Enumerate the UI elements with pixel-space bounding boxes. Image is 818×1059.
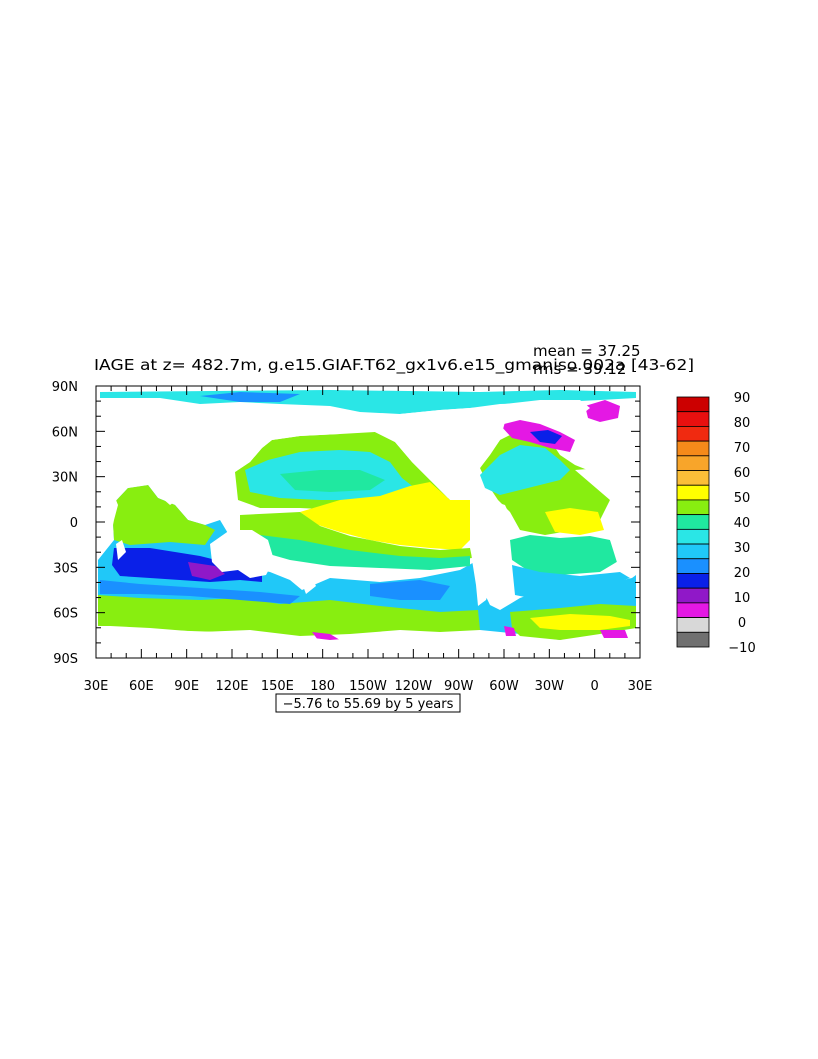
rms-label: rms = 39.12 (533, 360, 626, 378)
colorbar-swatch (676, 587, 710, 604)
y-tick-label: 30N (52, 471, 78, 486)
x-tick-label: 90E (174, 679, 199, 694)
x-tick-label: 150W (349, 679, 387, 694)
land-north-america (360, 406, 505, 498)
colorbar-swatch (676, 617, 710, 633)
colorbar-label: 20 (734, 566, 751, 581)
x-axis-labels: 30E 60E 90E 120E 150E 180 150W 120W 90W 60W 30W 0 30… (84, 679, 653, 694)
colorbar-swatch (676, 631, 710, 648)
colorbar-swatch (676, 573, 710, 589)
land-south-america (470, 500, 512, 606)
y-tick-label: 0 (70, 516, 78, 531)
colorbar-swatch (676, 440, 710, 457)
x-tick-label: 30W (535, 679, 565, 694)
x-tick-label: 180 (310, 679, 335, 694)
colorbar-label: 90 (734, 391, 751, 406)
atlantic-yellow (545, 508, 604, 535)
colorbar-swatch (676, 411, 710, 427)
land-new-zealand (300, 574, 316, 594)
x-tick-label: 60W (489, 679, 519, 694)
colorbar-label: 10 (734, 591, 751, 606)
south-pacific-blue (370, 580, 450, 600)
indian-green (112, 485, 215, 545)
x-tick-label: 120E (215, 679, 248, 694)
axis-ticks (95, 385, 641, 659)
colorbar-label: 50 (734, 491, 751, 506)
indian-south-blue (100, 580, 300, 604)
colorbar-label: 80 (734, 416, 751, 431)
colorbar-label: −10 (728, 641, 755, 656)
pacific-yellow (300, 482, 470, 550)
north-atlantic-blue (530, 430, 562, 444)
y-tick-label: 60S (53, 607, 78, 622)
colorbar-label: 60 (734, 466, 751, 481)
south-atlantic-teal (510, 535, 620, 575)
x-tick-label: 60E (129, 679, 154, 694)
colorbar: 90 80 70 60 50 40 30 20 10 0 −10 (676, 391, 756, 656)
y-axis-labels: 90N 60N 30N 0 30S 60S 90S (52, 380, 78, 667)
x-tick-label: 150E (261, 679, 294, 694)
colorbar-label: 30 (734, 541, 751, 556)
colorbar-swatch (676, 499, 710, 516)
colorbar-swatch (676, 470, 710, 486)
land-india (158, 482, 180, 505)
colorbar-swatch (676, 514, 710, 530)
y-tick-label: 90N (52, 380, 78, 395)
north-pacific-inner (280, 470, 385, 492)
land-asia-europe (98, 398, 360, 500)
colorbar-label: 70 (734, 441, 751, 456)
colorbar-swatch (676, 528, 710, 545)
arctic-blue (200, 392, 300, 402)
land-australia (210, 530, 274, 578)
indian-purple (188, 562, 225, 580)
land-africa-east (575, 468, 636, 575)
colorbar-swatch (676, 484, 710, 501)
nordic-magenta (585, 400, 620, 422)
ocean-field (96, 390, 640, 658)
x-tick-label: 120W (394, 679, 432, 694)
y-tick-label: 60N (52, 425, 78, 440)
colorbar-swatch (676, 455, 710, 471)
indian-white-cell (116, 540, 126, 560)
x-tick-label: 30E (628, 679, 653, 694)
mean-label: mean = 37.25 (533, 342, 641, 360)
antarctic-magenta-2 (504, 626, 516, 636)
x-tick-label: 30E (84, 679, 109, 694)
land-africa (98, 488, 118, 550)
colorbar-swatch (676, 543, 710, 560)
colorbar-swatch (676, 602, 710, 618)
southern-green (98, 595, 480, 636)
y-tick-label: 30S (53, 561, 78, 576)
atlantic-cyan (480, 445, 570, 495)
colorbar-swatch (676, 426, 710, 442)
x-tick-label: 0 (591, 679, 599, 694)
indian-blue-tongue (112, 548, 262, 582)
colorbar-swatch (676, 558, 710, 574)
map-plot-area: 30E 60E 90E 120E 150E 180 150W 120W 90W 60W 30W 0 30… (52, 380, 653, 694)
antarctic-magenta-1 (312, 632, 340, 640)
colorbar-label: 0 (738, 616, 746, 631)
x-tick-label: 90W (444, 679, 474, 694)
plot-title: IAGE at z= 482.7m, g.e15.GIAF.T62_gx1v6.… (94, 356, 694, 375)
south-pacific-teal (260, 535, 470, 570)
land-greenland (505, 400, 590, 424)
antarctic-magenta-3 (600, 630, 628, 638)
southern-yellow-atl (530, 614, 630, 630)
colorbar-swatch (676, 396, 710, 413)
contour-info-box (275, 693, 461, 713)
contour-info-label: −5.76 to 55.69 by 5 years (283, 697, 454, 712)
colorbar-label: 40 (734, 516, 751, 531)
south-atlantic-cyan (512, 565, 630, 598)
y-tick-label: 90S (53, 652, 78, 667)
